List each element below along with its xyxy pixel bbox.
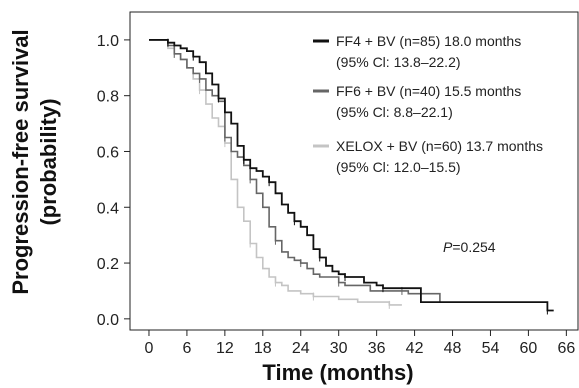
plot-area: [129, 11, 579, 331]
legend-label-ff4: FF4 + BV (n=85) 18.0 months: [336, 33, 521, 49]
x-tick-label: 54: [482, 340, 500, 357]
y-axis-title-line1: Progression-free survival: [8, 29, 33, 294]
legend-label-ff6: FF6 + BV (n=40) 15.5 months: [336, 83, 521, 99]
x-tick-label: 0: [145, 340, 154, 357]
x-tick-label: 18: [254, 340, 272, 357]
y-axis-title-line2: (probability): [36, 98, 61, 225]
axes: 0 6 12 18 24 30 36 42 48 54 60 66 0.0 0.2 0.4 0.6 0.8 1.0: [97, 33, 576, 357]
survival-curve-1: [149, 39, 441, 303]
legend-ci-xelox: (95% Cl: 12.0–15.5): [336, 159, 461, 175]
series-layer: [149, 38, 554, 315]
x-tick-label: 30: [330, 340, 348, 357]
y-tick-label: 0.0: [97, 312, 119, 329]
y-tick-label: 0.2: [97, 256, 119, 273]
y-tick-label: 0.8: [97, 89, 119, 106]
x-tick-label: 6: [182, 340, 191, 357]
p-value-symbol: P: [443, 239, 453, 255]
x-tick-label: 48: [444, 340, 462, 357]
x-axis-title: Time (months): [262, 360, 413, 385]
plot-frame: [129, 11, 579, 331]
x-tick-label: 60: [520, 340, 538, 357]
y-tick-label: 0.4: [97, 200, 119, 217]
legend-label-xelox: XELOX + BV (n=60) 13.7 months: [336, 138, 543, 154]
p-value-annotation: P=0.254: [443, 239, 496, 255]
x-tick-label: 42: [406, 340, 424, 357]
y-tick-label: 0.6: [97, 144, 119, 161]
x-tick-label: 36: [368, 340, 386, 357]
legend: FF4 + BV (n=85) 18.0 months (95% Cl: 13.…: [313, 33, 543, 175]
x-tick-label: 66: [557, 340, 575, 357]
legend-ci-ff4: (95% Cl: 13.8–22.2): [336, 54, 461, 70]
y-tick-label: 1.0: [97, 33, 119, 50]
survival-curve-0: [149, 39, 554, 312]
p-value-number: =0.254: [452, 239, 495, 255]
x-tick-label: 12: [216, 340, 234, 357]
legend-ci-ff6: (95% Cl: 8.8–22.1): [336, 104, 453, 120]
x-tick-label: 24: [292, 340, 310, 357]
